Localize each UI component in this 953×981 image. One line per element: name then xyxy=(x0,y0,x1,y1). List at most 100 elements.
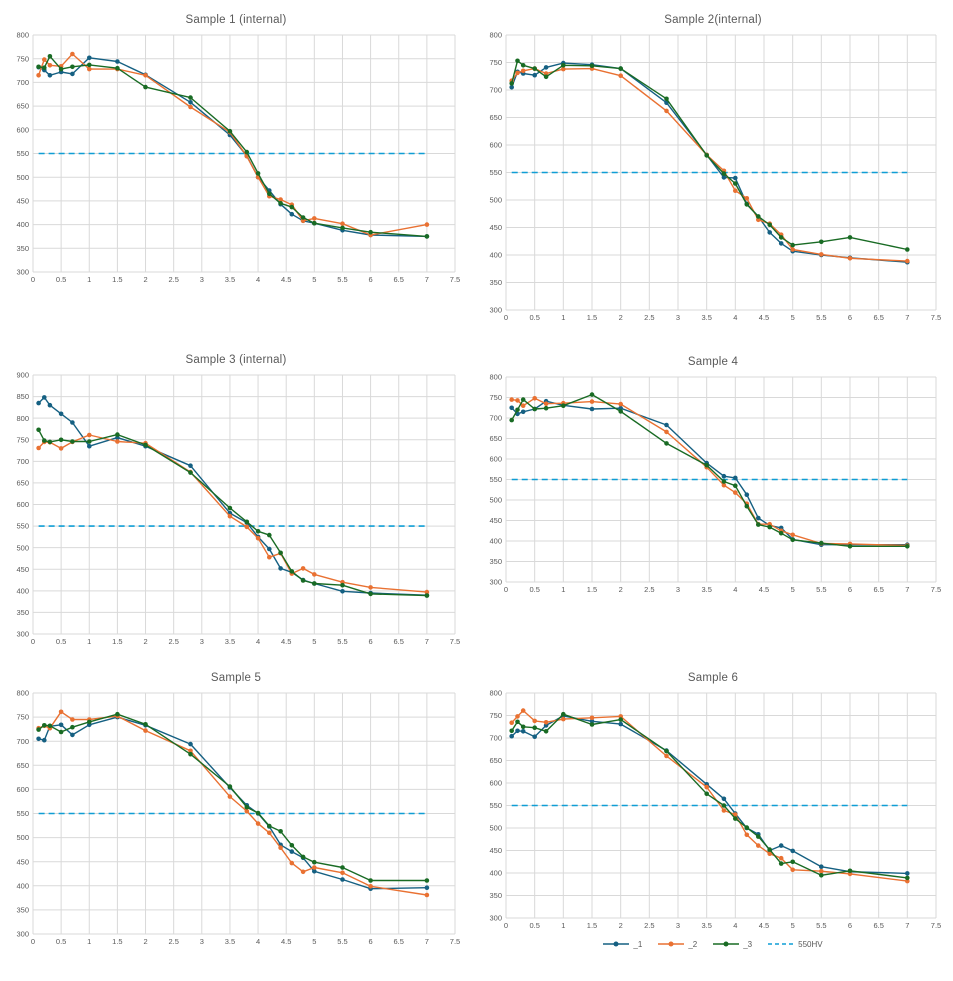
svg-text:3.5: 3.5 xyxy=(225,637,235,646)
chart-sample-3-internal: Sample 3 (internal) 0 0.5 1 1.5 2 2.5 3 3.5 4 4.5… xyxy=(6,350,466,650)
svg-text:850: 850 xyxy=(16,392,29,401)
svg-text:550: 550 xyxy=(16,149,29,158)
svg-text:650: 650 xyxy=(489,756,502,765)
svg-text:6: 6 xyxy=(848,921,852,930)
svg-text:5: 5 xyxy=(791,313,795,322)
svg-text:350: 350 xyxy=(489,278,502,287)
svg-text:3: 3 xyxy=(676,313,680,322)
legend-label: _1 xyxy=(633,939,643,949)
svg-text:4: 4 xyxy=(733,313,737,322)
chart-canvas: 0 0.5 1 1.5 2 2.5 3 3.5 4 4.5 5 5.5 6 6.5 7 7.5 300 350 40… xyxy=(489,689,941,930)
svg-text:600: 600 xyxy=(16,125,29,134)
svg-text:750: 750 xyxy=(16,54,29,63)
chart-canvas: 0 0.5 1 1.5 2 2.5 3 3.5 4 4.5 5 5.5 6 6.5 7 7.5 300 350 40… xyxy=(16,371,460,646)
svg-text:350: 350 xyxy=(16,608,29,617)
svg-text:1: 1 xyxy=(87,937,91,946)
svg-text:650: 650 xyxy=(16,102,29,111)
svg-text:2.5: 2.5 xyxy=(644,585,654,594)
chart-sample-1-internal: Sample 1 (internal) 0 0.5 1 1.5 2 2.5 3 3.5 4 4.5… xyxy=(6,10,466,288)
svg-text:5.5: 5.5 xyxy=(337,937,347,946)
svg-text:350: 350 xyxy=(489,891,502,900)
svg-text:3: 3 xyxy=(200,637,204,646)
svg-text:800: 800 xyxy=(489,31,502,40)
svg-text:450: 450 xyxy=(489,516,502,525)
chart-sample-4: Sample 4 0 0.5 1 1.5 2 2.5 3 3.5 4 4.5 5 5.5 6 6.5 7 7.… xyxy=(479,352,947,598)
svg-text:550: 550 xyxy=(489,801,502,810)
svg-text:0.5: 0.5 xyxy=(56,637,66,646)
series-_3 xyxy=(509,58,910,252)
svg-text:5.5: 5.5 xyxy=(337,275,347,284)
svg-text:5: 5 xyxy=(312,637,316,646)
svg-text:600: 600 xyxy=(489,779,502,788)
svg-text:400: 400 xyxy=(489,869,502,878)
chart-canvas: 0 0.5 1 1.5 2 2.5 3 3.5 4 4.5 5 5.5 6 6.5 7 7.5 300 350 40… xyxy=(489,31,941,322)
chart-canvas: 0 0.5 1 1.5 2 2.5 3 3.5 4 4.5 5 5.5 6 6.5 7 7.5 300 350 40… xyxy=(16,31,460,284)
svg-text:1.5: 1.5 xyxy=(112,637,122,646)
svg-text:700: 700 xyxy=(16,78,29,87)
svg-text:0: 0 xyxy=(504,313,508,322)
svg-text:7: 7 xyxy=(425,275,429,284)
svg-text:6: 6 xyxy=(848,585,852,594)
svg-text:700: 700 xyxy=(489,86,502,95)
tick-labels: 0 0.5 1 1.5 2 2.5 3 3.5 4 4.5 5 5.5 6 6.5 7 7.5 300 350 40… xyxy=(16,31,460,284)
legend-item-series-1: _1 xyxy=(603,940,642,949)
svg-text:750: 750 xyxy=(489,393,502,402)
svg-text:7.5: 7.5 xyxy=(931,313,941,322)
svg-text:300: 300 xyxy=(489,578,502,587)
svg-text:500: 500 xyxy=(16,173,29,182)
svg-text:400: 400 xyxy=(16,881,29,890)
legend-item-series-2: _2 xyxy=(658,940,697,949)
legend-item-series-3: _3 xyxy=(713,940,752,949)
series-_3 xyxy=(36,54,430,239)
svg-text:2.5: 2.5 xyxy=(644,921,654,930)
svg-text:1.5: 1.5 xyxy=(112,937,122,946)
svg-text:450: 450 xyxy=(489,223,502,232)
chart-title: Sample 3 (internal) xyxy=(185,354,287,366)
svg-text:700: 700 xyxy=(489,414,502,423)
svg-text:6.5: 6.5 xyxy=(873,585,883,594)
svg-text:300: 300 xyxy=(16,930,29,939)
svg-text:350: 350 xyxy=(16,906,29,915)
svg-text:650: 650 xyxy=(489,113,502,122)
svg-text:1: 1 xyxy=(561,585,565,594)
svg-text:450: 450 xyxy=(16,197,29,206)
svg-text:500: 500 xyxy=(16,543,29,552)
svg-text:800: 800 xyxy=(16,31,29,40)
svg-text:3.5: 3.5 xyxy=(701,313,711,322)
tick-labels: 0 0.5 1 1.5 2 2.5 3 3.5 4 4.5 5 5.5 6 6.5 7 7.5 300 350 40… xyxy=(16,689,460,946)
svg-text:2: 2 xyxy=(619,313,623,322)
svg-text:4.5: 4.5 xyxy=(281,637,291,646)
svg-text:6.5: 6.5 xyxy=(394,637,404,646)
svg-text:2: 2 xyxy=(143,637,147,646)
legend-line-marker-icon xyxy=(603,940,630,948)
svg-text:7: 7 xyxy=(905,313,909,322)
series-_2 xyxy=(509,708,910,884)
svg-text:4: 4 xyxy=(733,921,737,930)
svg-text:350: 350 xyxy=(489,557,502,566)
svg-text:3: 3 xyxy=(200,275,204,284)
svg-text:7.5: 7.5 xyxy=(450,937,460,946)
svg-text:400: 400 xyxy=(16,586,29,595)
svg-text:3: 3 xyxy=(676,585,680,594)
svg-text:500: 500 xyxy=(489,824,502,833)
legend-label: 550HV xyxy=(798,939,823,949)
svg-text:300: 300 xyxy=(16,630,29,639)
svg-text:2: 2 xyxy=(619,921,623,930)
svg-text:800: 800 xyxy=(16,689,29,698)
svg-text:7: 7 xyxy=(425,937,429,946)
svg-text:2.5: 2.5 xyxy=(168,637,178,646)
svg-text:400: 400 xyxy=(489,251,502,260)
svg-text:7: 7 xyxy=(905,585,909,594)
series-_3 xyxy=(36,427,430,598)
svg-text:4.5: 4.5 xyxy=(281,275,291,284)
svg-text:6: 6 xyxy=(848,313,852,322)
svg-text:2: 2 xyxy=(619,585,623,594)
svg-text:3.5: 3.5 xyxy=(225,937,235,946)
svg-text:3.5: 3.5 xyxy=(701,921,711,930)
svg-text:800: 800 xyxy=(489,689,502,698)
svg-text:700: 700 xyxy=(489,734,502,743)
svg-text:750: 750 xyxy=(16,713,29,722)
svg-text:5: 5 xyxy=(312,275,316,284)
svg-text:450: 450 xyxy=(16,857,29,866)
svg-text:800: 800 xyxy=(16,414,29,423)
